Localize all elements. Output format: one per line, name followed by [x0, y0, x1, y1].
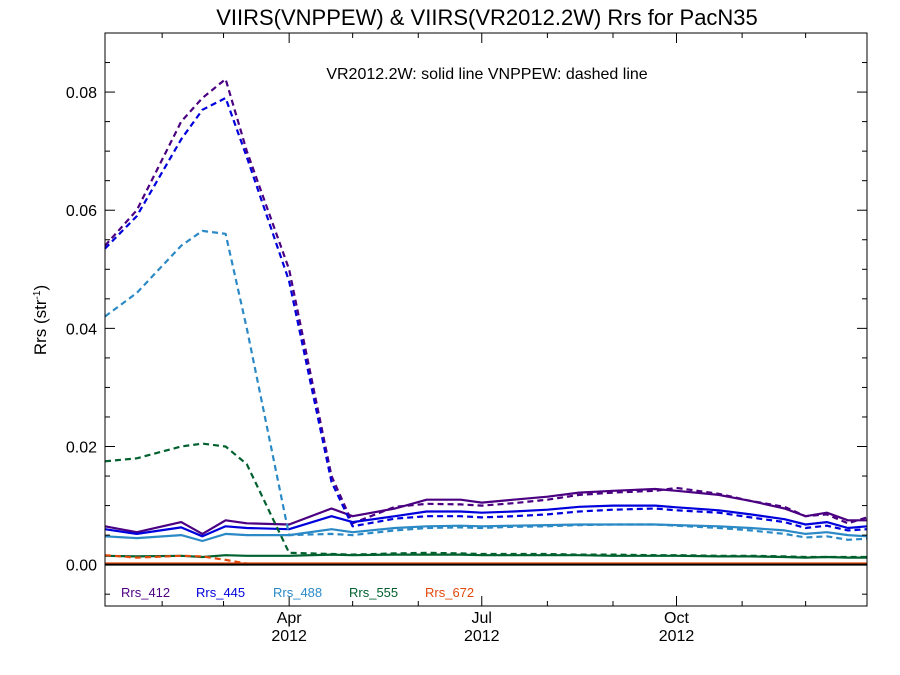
legend-entry-rrs-488: Rrs_488: [273, 585, 322, 600]
legend-entry-rrs-445: Rrs_445: [196, 585, 245, 600]
series-rrs-445-dashed-line: [104, 96, 868, 532]
series-rrs-555-solid-line: [104, 553, 867, 559]
y-tick-label: 0.06: [66, 203, 97, 220]
plot-lines: [104, 77, 868, 566]
x-tick-label-month: Jul: [472, 610, 492, 627]
y-axis-label: Rrs (str-1): [31, 285, 50, 355]
series-rrs-445-solid-line: [104, 504, 868, 538]
series-rrs-488-solid-line: [104, 523, 868, 543]
y-tick-label: 0.02: [66, 440, 97, 457]
legend-entry-rrs-555: Rrs_555: [349, 585, 398, 600]
plot-frame: [104, 32, 868, 607]
y-axis-label-text: Rrs (str: [31, 299, 50, 355]
line-style-annotation: VR2012.2W: solid line VNPPEW: dashed lin…: [326, 66, 647, 83]
x-tick-label-year: 2012: [271, 628, 307, 645]
legend-entry-rrs-412: Rrs_412: [121, 585, 170, 600]
y-tick-label: 0.04: [66, 321, 97, 338]
legend-entry-rrs-672: Rrs_672: [425, 585, 474, 600]
x-tick-label-year: 2012: [659, 628, 695, 645]
x-tick-label-year: 2012: [464, 628, 500, 645]
y-axis-label-superscript: -1: [32, 290, 43, 299]
axis-ticks: 0.000.020.040.060.08Apr2012Jul2012Oct201…: [66, 33, 867, 645]
legend: Rrs_412 Rrs_445 Rrs_488 Rrs_555 Rrs_672: [121, 585, 474, 600]
chart-title: VIIRS(VNPPEW) & VIIRS(VR2012.2W) Rrs for…: [216, 5, 758, 30]
series-rrs-412-dashed-line: [104, 77, 868, 525]
x-tick-label-month: Apr: [277, 610, 303, 627]
x-tick-label-month: Oct: [664, 610, 689, 627]
series-rrs-412-solid-line: [104, 487, 867, 536]
y-axis-label-close: ): [31, 285, 50, 291]
y-tick-label: 0.00: [66, 558, 97, 575]
series-rrs-488-dashed-line: [104, 229, 868, 541]
y-tick-label: 0.08: [66, 85, 97, 102]
